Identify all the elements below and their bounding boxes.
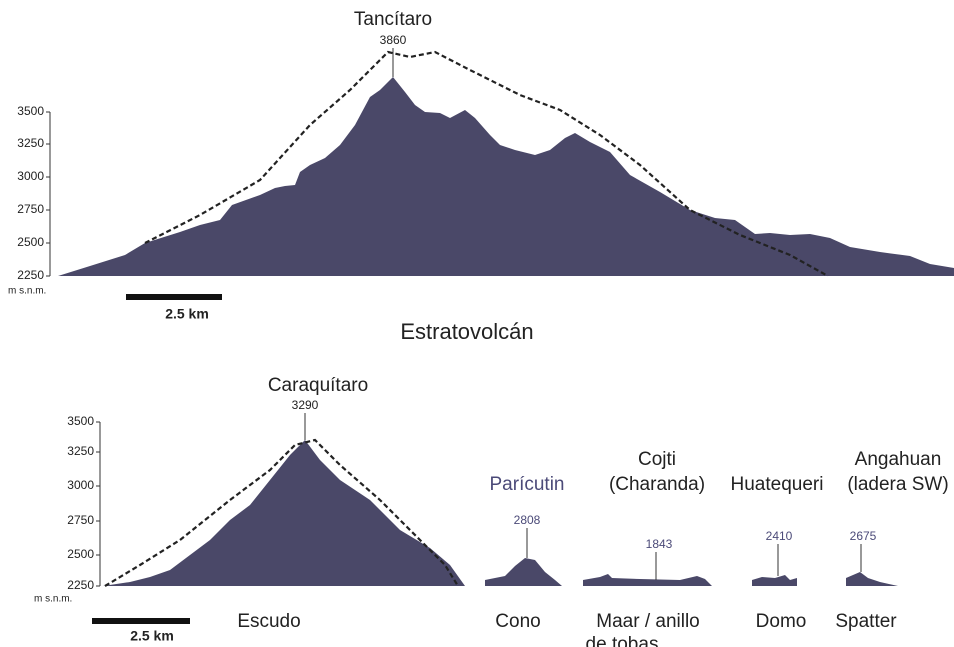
cojti-profile [583,574,712,586]
figure: Tancítaro 3860 350032503000275025002250 … [0,0,954,647]
type-label: Domo [756,611,807,632]
unit: m s.n.m. [8,286,46,297]
volcano-name: Parícutin [490,474,565,495]
paricutin-profile [485,558,562,586]
type-label: Cono [495,611,540,632]
type-label: Spatter [835,611,897,632]
y-tick-label: 2500 [67,547,94,561]
elevation: 2808 [514,513,541,527]
y-tick-label: 2250 [17,268,44,282]
caption: Estratovolcán [400,319,533,344]
angahuan-profile [846,572,898,586]
y-tick-label: 2750 [17,202,44,216]
volcano-name: Cojti [638,449,676,470]
scale-bar [126,294,222,300]
y-tick-label: 3500 [17,104,44,118]
elevation: 1843 [646,537,673,551]
y-tick-label: 3250 [67,444,94,458]
type-label: de tobas [586,634,659,647]
caraquitaro-profile [103,440,465,586]
scale-label: 2.5 km [165,306,209,322]
volcano-name: Huatequeri [731,474,824,495]
type-label: Escudo [237,611,300,632]
y-tick-label: 3250 [17,136,44,150]
scale-bar [92,618,190,624]
y-axis: 3500 3250 3000 2750 2500 2250 [67,414,100,592]
y-tick-label: 3500 [67,414,94,428]
volcano-name: Angahuan [855,449,942,470]
y-tick-label: 2750 [67,513,94,527]
peak-name: Caraquítaro [268,375,368,396]
type-label: Maar / anillo [596,611,700,632]
scale-label: 2.5 km [130,628,174,644]
unit: m s.n.m. [34,594,72,605]
y-axis: 3500 3250 3000 2750 2500 2250 [17,104,50,282]
peak-elevation: 3860 [380,33,407,47]
y-tick-label: 3000 [17,169,44,183]
tancitaro-profile [58,77,954,276]
peak-name: Tancítaro [354,9,432,30]
y-tick-label: 2250 [67,578,94,592]
elevation: 2675 [850,529,877,543]
elevation: 2410 [766,529,793,543]
y-tick-label: 2500 [17,235,44,249]
volcano-name: (ladera SW) [847,474,948,495]
huatequeri-profile [752,575,797,586]
peak-elevation: 3290 [292,398,319,412]
volcano-name: (Charanda) [609,474,705,495]
y-tick-label: 3000 [67,478,94,492]
